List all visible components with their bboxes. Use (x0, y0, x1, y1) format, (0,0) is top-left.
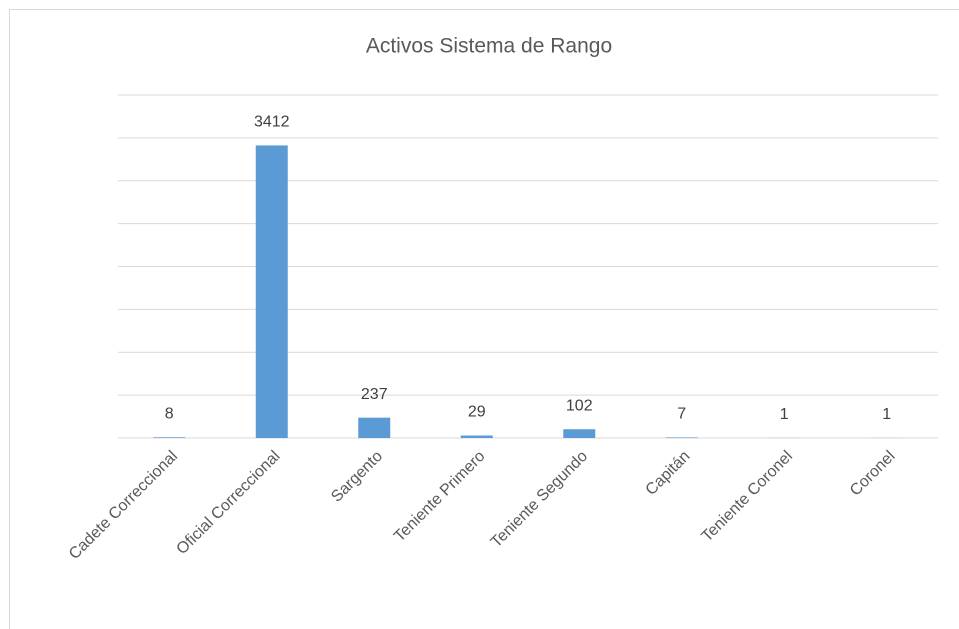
data-label: 3412 (254, 114, 290, 131)
data-label: 1 (780, 406, 789, 423)
bar (460, 435, 493, 438)
bar (665, 437, 698, 438)
bar (153, 437, 186, 438)
data-label: 1 (882, 406, 891, 423)
data-label: 7 (677, 406, 686, 423)
data-label: 102 (566, 397, 593, 414)
chart-frame (9, 9, 959, 629)
bar (563, 429, 596, 438)
chart-title: Activos Sistema de Rango (366, 35, 612, 58)
bar (255, 145, 288, 438)
bar (358, 417, 391, 438)
data-label: 8 (165, 406, 174, 423)
data-label: 237 (361, 386, 388, 403)
data-label: 29 (468, 404, 486, 421)
